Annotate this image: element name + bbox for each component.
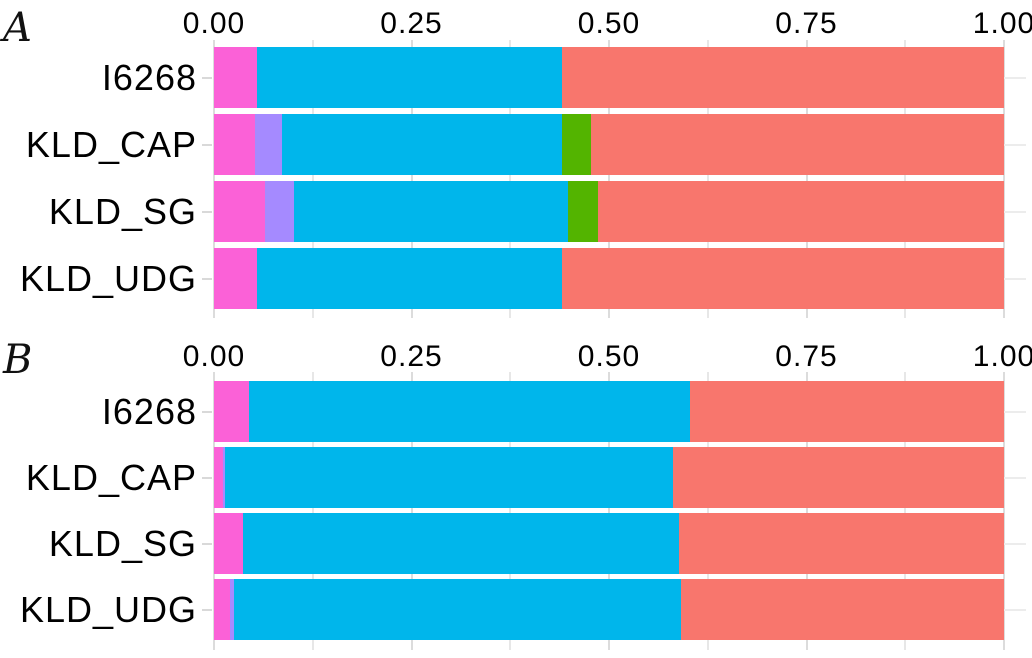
gridline-vertical [213,40,215,318]
bar-segment-cyan [233,579,681,640]
bar-segment-salmon [561,47,1004,108]
bar-segment-green [562,114,591,175]
x-axis-tick-label: 0.50 [577,340,641,373]
bar-segment-magenta [214,114,256,175]
category-label: KLD_CAP [25,123,197,165]
x-axis-tick-label: 1.00 [972,7,1032,40]
x-axis-tick-label: 0.25 [380,340,443,373]
x-axis-tick-label: 0.00 [182,340,246,373]
gridline-vertical [805,372,808,650]
bar-row [214,513,1004,574]
gridline-vertical [706,40,709,318]
bar-row [214,381,1004,442]
y-axis-tick [202,277,212,280]
category-label: I6268 [101,390,197,432]
bar-segment-cyan [293,181,568,242]
gridline-vertical [608,372,610,650]
gridline-horizontal [1004,277,1026,280]
bar-segment-cyan [257,47,562,108]
y-axis-tick [202,143,212,146]
gridline-horizontal [1004,210,1026,213]
bar-segment-purple [229,579,234,640]
category-label: KLD_SG [48,522,197,564]
gridline-horizontal [1004,76,1026,79]
bar-segment-magenta [214,248,258,309]
gridline-horizontal [1004,608,1026,611]
bar-segment-salmon [562,248,1004,309]
category-label: KLD_CAP [25,456,197,498]
y-axis-tick [202,542,212,545]
bar-row [214,47,1004,108]
gridline-vertical [904,40,907,318]
bar-segment-cyan [281,114,563,175]
category-label: I6268 [101,56,197,98]
y-axis-tick [202,608,212,611]
bar-segment-cyan [225,447,673,508]
bar-segment-salmon [678,513,1004,574]
bar-row [214,579,1004,640]
x-axis-tick-label: 0.75 [775,7,838,40]
bar-segment-magenta [214,447,223,508]
y-axis-tick [202,76,212,79]
gridline-vertical [213,372,215,650]
category-label: KLD_UDG [19,588,197,630]
bar-segment-salmon [689,381,1004,442]
category-label: KLD_UDG [19,257,197,299]
bar-segment-cyan [248,381,690,442]
gridline-horizontal [1004,410,1026,413]
y-axis-tick [202,476,212,479]
category-label: KLD_SG [48,190,197,232]
panel-letter: B [3,337,33,383]
gridline-vertical [410,372,413,650]
bar-segment-magenta [214,47,258,108]
bar-segment-magenta [214,513,244,574]
gridline-horizontal [1004,143,1026,146]
x-axis-tick-label: 0.25 [380,7,443,40]
gridline-horizontal [1004,476,1026,479]
gridline-horizontal [1004,542,1026,545]
x-axis-tick-label: 0.50 [577,7,641,40]
gridline-vertical [509,372,512,650]
gridline-vertical [509,40,512,318]
x-axis-tick-label: 1.00 [972,340,1032,373]
bar-segment-magenta [214,181,266,242]
gridline-vertical [1003,40,1005,318]
y-axis-tick [202,210,212,213]
bar-segment-purple [222,447,226,508]
x-axis-tick-label: 0.00 [182,7,246,40]
bar-row [214,181,1004,242]
panel-letter: A [3,5,32,51]
bar-segment-purple [265,181,294,242]
y-axis-tick [202,410,212,413]
gridline-vertical [311,372,314,650]
bar-row [214,447,1004,508]
gridline-vertical [904,372,907,650]
bar-segment-cyan [243,513,679,574]
x-axis-tick-label: 0.75 [775,340,838,373]
gridline-vertical [608,40,610,318]
bar-segment-magenta [214,579,230,640]
bar-segment-cyan [257,248,563,309]
bar-segment-magenta [214,381,249,442]
gridline-vertical [311,40,314,318]
bar-row [214,248,1004,309]
bar-segment-purple [255,114,282,175]
bar-row [214,114,1004,175]
gridline-vertical [805,40,808,318]
gridline-vertical [1003,372,1005,650]
bar-segment-salmon [672,447,1004,508]
bar-segment-salmon [597,181,1004,242]
bar-segment-salmon [590,114,1004,175]
bar-segment-salmon [680,579,1004,640]
gridline-vertical [706,372,709,650]
gridline-vertical [410,40,413,318]
bar-segment-green [567,181,598,242]
